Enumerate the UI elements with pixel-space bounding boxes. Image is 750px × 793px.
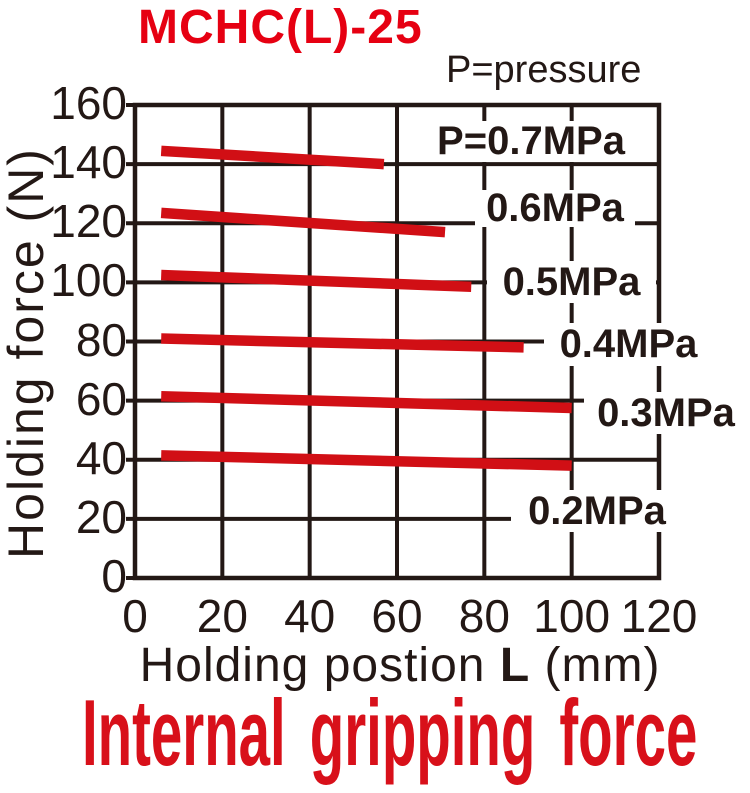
y-tick-label-40: 40 — [75, 431, 127, 484]
x-tick-label-120: 120 — [620, 590, 698, 642]
y-tick-label-160: 160 — [50, 77, 127, 129]
x-tick-label-40: 40 — [284, 590, 336, 642]
chart-caption: Internal gripping force — [82, 680, 698, 785]
series-label-0.5MPa: 0.5MPa — [487, 261, 656, 303]
series-line-0.7MPa — [160, 145, 385, 170]
x-tick-label-0: 0 — [122, 590, 148, 642]
x-tick-label-80: 80 — [458, 590, 510, 642]
page-title: MCHC(L)-25 — [138, 1, 423, 54]
series-line-0.4MPa — [161, 333, 524, 353]
x-tick-label-60: 60 — [371, 590, 423, 642]
y-tick-label-120: 120 — [50, 195, 127, 248]
series-label-0.3MPa: 0.3MPa — [584, 392, 748, 434]
y-tick-label-60: 60 — [75, 372, 127, 425]
x-axis-title: Holding postion L (mm) — [25, 638, 750, 693]
y-tick-label-80: 80 — [75, 313, 127, 366]
series-label-0.2MPa: 0.2MPa — [511, 490, 683, 532]
y-tick-label-0: 0 — [101, 550, 127, 602]
pressure-legend-note: P=pressure — [446, 49, 642, 91]
x-tick-label-100: 100 — [533, 590, 611, 642]
x-axis-title-prefix: Holding postion — [139, 639, 486, 692]
y-tick-label-100: 100 — [50, 254, 127, 307]
y-tick-label-20: 20 — [75, 490, 127, 543]
series-line-0.2MPa — [161, 450, 572, 471]
series-line-0.3MPa — [161, 390, 572, 414]
series-label-0.7MPa: P=0.7MPa — [416, 121, 646, 162]
x-tick-label-20: 20 — [196, 590, 248, 642]
x-axis-title-L: L — [499, 639, 531, 692]
y-tick-label-140: 140 — [50, 136, 127, 189]
series-label-0.4MPa: 0.4MPa — [544, 323, 713, 366]
series-line-0.6MPa — [160, 207, 446, 238]
series-line-0.5MPa — [160, 269, 472, 293]
series-label-0.6MPa: 0.6MPa — [475, 188, 635, 228]
x-axis-title-suffix: (mm) — [544, 639, 661, 692]
